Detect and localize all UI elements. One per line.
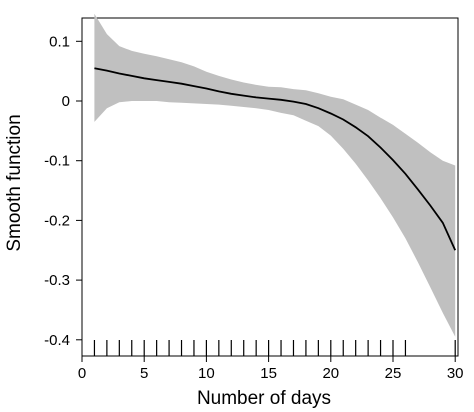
x-axis-title: Number of days — [197, 388, 331, 409]
confidence-band — [94, 13, 456, 337]
y-tick-label: -0.2 — [44, 212, 70, 229]
y-tick-label: -0.3 — [44, 272, 70, 289]
x-tick-label: 0 — [78, 365, 86, 382]
smooth-line — [94, 67, 457, 251]
x-tick-label: 15 — [260, 365, 277, 382]
x-tick-label: 25 — [385, 365, 402, 382]
y-tick-label: -0.4 — [44, 332, 70, 349]
x-tick-label: 5 — [140, 365, 148, 382]
plot-frame — [81, 17, 459, 357]
x-tick-label: 10 — [198, 365, 215, 382]
y-tick-label: -0.1 — [44, 153, 70, 170]
y-axis-title: Smooth function — [4, 114, 25, 251]
x-tick-label: 30 — [447, 365, 464, 382]
x-tick-label: 20 — [322, 365, 339, 382]
y-tick-label: 0.1 — [49, 33, 70, 50]
y-tick-label: 0 — [62, 93, 70, 110]
